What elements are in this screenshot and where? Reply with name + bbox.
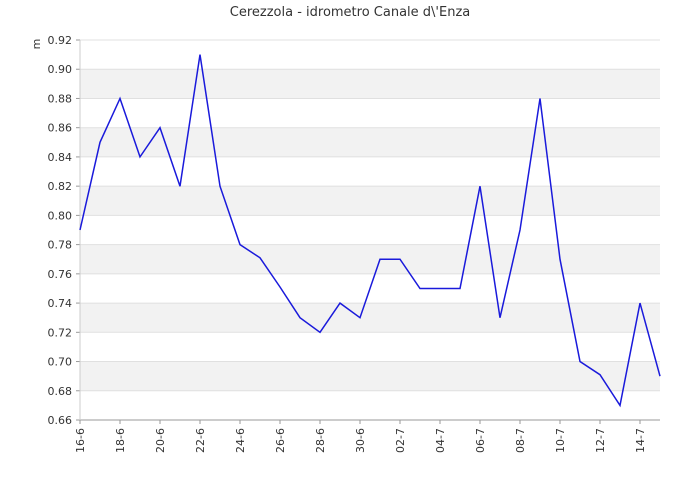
x-tick-label: 02-7 (394, 428, 407, 453)
grid-band (80, 303, 660, 333)
grid-bands (80, 69, 660, 391)
y-axis-ticks: 0.66 0.68 0.70 0.72 0.74 0.76 0.78 0.80 0.82 0.84… (48, 34, 80, 427)
x-tick-label: 30-6 (354, 428, 367, 453)
y-tick-label: 0.68 (48, 385, 73, 398)
x-tick-label: 16-6 (74, 428, 87, 453)
y-tick-label: 0.86 (48, 122, 73, 135)
y-tick-label: 0.92 (48, 34, 73, 47)
x-tick-label: 18-6 (114, 428, 127, 453)
grid-band (80, 69, 660, 99)
y-tick-label: 0.80 (48, 209, 73, 222)
x-tick-label: 12-7 (594, 428, 607, 453)
x-tick-label: 10-7 (554, 428, 567, 453)
y-tick-label: 0.74 (48, 297, 73, 310)
y-tick-label: 0.90 (48, 63, 73, 76)
x-tick-label: 28-6 (314, 428, 327, 453)
x-tick-label: 08-7 (514, 428, 527, 453)
x-tick-label: 20-6 (154, 428, 167, 453)
x-tick-label: 06-7 (474, 428, 487, 453)
series-line (79, 54, 661, 408)
y-tick-label: 0.78 (48, 239, 73, 252)
y-axis-label: m (30, 39, 43, 50)
y-tick-label: 0.84 (48, 151, 73, 164)
grid-lines (80, 39, 660, 421)
y-tick-label: 0.72 (48, 326, 73, 339)
grid-band (80, 244, 660, 274)
x-tick-label: 26-6 (274, 428, 287, 453)
x-tick-label: 04-7 (434, 428, 447, 453)
y-tick-label: 0.70 (48, 356, 73, 369)
grid-band (80, 361, 660, 391)
grid-band (80, 186, 660, 216)
x-tick-label: 14-7 (634, 428, 647, 453)
chart-title: Cerezzola - idrometro Canale d\'Enza (230, 5, 471, 20)
x-axis-ticks: 16-6 18-6 20-6 22-6 24-6 26-6 28-6 30-6 02-7 04-7… (74, 420, 647, 453)
y-tick-label: 0.76 (48, 268, 73, 281)
y-tick-label: 0.82 (48, 180, 73, 193)
y-tick-label: 0.66 (48, 414, 73, 427)
x-tick-label: 24-6 (234, 428, 247, 453)
y-tick-label: 0.88 (48, 92, 73, 105)
grid-band (80, 127, 660, 157)
x-tick-label: 22-6 (194, 428, 207, 453)
